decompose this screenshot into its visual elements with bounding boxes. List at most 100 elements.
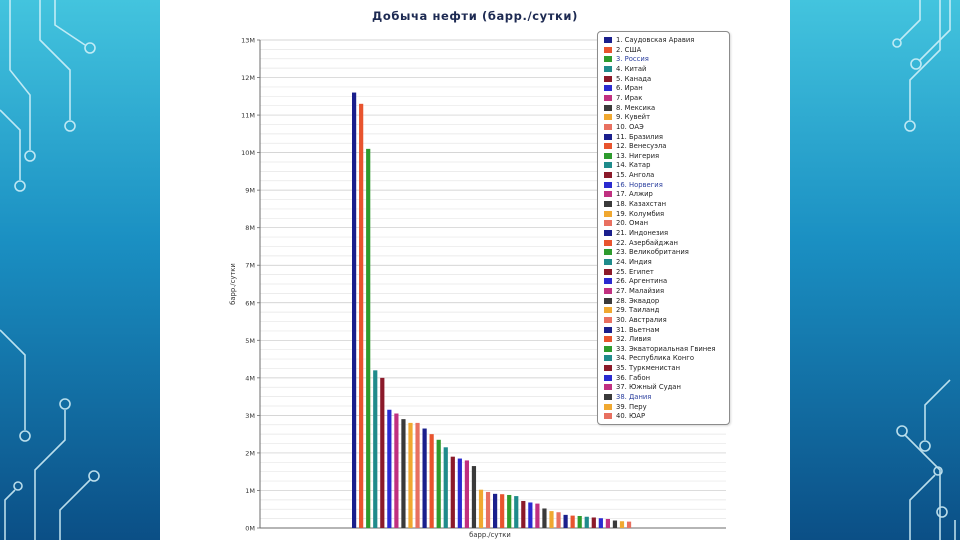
bar-20 [485,491,491,528]
legend-label: 17. Алжир [616,190,653,199]
legend-item: 30. Австралия [598,316,728,325]
legend-item: 6. Иран [598,84,728,93]
chart-title: Добыча нефти (барр./сутки) [372,9,578,23]
legend-label: 15. Ангола [616,171,655,180]
bar-27 [535,503,540,528]
legend-label: 26. Аргентина [616,277,668,286]
legend-label: 34. Республика Конго [616,354,694,363]
legend-item: 3. Россия [598,55,728,64]
legend-label: 13. Нигерия [616,151,660,160]
legend-swatch [604,210,612,217]
bar-19 [478,489,484,528]
legend-label: 9. Кувейт [616,113,651,122]
legend-item: 8. Мексика [598,104,728,113]
legend-swatch [604,384,612,391]
legend-label: 23. Великобритания [616,248,689,257]
legend-swatch [604,56,612,63]
bar-4 [373,370,378,528]
bar-17 [464,460,469,528]
legend-label: 14. Катар [616,161,651,170]
legend-swatch [604,365,612,372]
legend-label: 16. Норвегия [616,180,663,189]
legend-item: 38. Дания [598,393,728,402]
legend-label: 29. Таиланд [616,306,660,315]
y-tick-label: 3M [245,412,255,420]
y-tick-label: 13M [241,37,255,45]
legend-item: 28. Эквадор [598,297,728,306]
legend-swatch [604,345,612,352]
legend-swatch [604,37,612,43]
bar-37 [605,518,610,528]
circuit-decoration-left [0,0,100,540]
bar-29 [549,511,554,528]
legend-item: 24. Индия [598,258,728,267]
bar-39 [619,521,625,528]
legend-item: 5. Канада [598,75,728,84]
legend-item: 18. Казахстан [598,200,728,209]
bar-34 [584,516,589,528]
legend-item: 1. Саудовская Аравия [598,36,728,45]
legend-item: 33. Экваториальная Гвинея [598,345,728,354]
legend-item: 39. Перу [598,403,728,412]
legend-label: 3. Россия [616,55,649,64]
legend-item: 36. Габон [598,374,728,383]
left-decor-panel [0,0,160,540]
legend-label: 33. Экваториальная Гвинея [616,344,716,353]
chart-legend: 1. Саудовская Аравия 2. США 3. Россия 4. Ки… [597,31,730,425]
legend-label: 35. Туркменистан [616,364,681,373]
legend-label: 22. Азербайджан [616,238,678,247]
legend-swatch [604,355,612,362]
bar-7 [394,413,399,528]
bar-30 [556,512,561,528]
bar-11 [422,428,427,528]
legend-swatch [604,152,612,159]
legend-label: 28. Эквадор [616,296,660,305]
legend-swatch [604,326,612,333]
legend-item: 25. Египет [598,268,728,277]
legend-item: 7. Ирак [598,94,728,103]
legend-item: 35. Туркменистан [598,364,728,373]
legend-item: 27. Малайзия [598,287,728,296]
legend-label: 40. ЮАР [616,412,646,421]
legend-label: 4. Китай [616,64,647,73]
legend-swatch [604,268,612,275]
bar-16 [457,458,462,528]
legend-label: 21. Индонезия [616,229,669,237]
legend-swatch [604,181,612,188]
legend-label: 8. Мексика [616,103,656,112]
legend-swatch [604,336,612,343]
legend-label: 5. Канада [616,74,652,83]
bar-36 [598,518,603,528]
legend-item: 9. Кувейт [598,113,728,122]
legend-swatch [604,413,612,420]
legend-swatch [604,374,612,381]
bar-26 [528,502,533,528]
legend-swatch [604,249,612,256]
legend-swatch [604,143,612,150]
bar-12 [429,434,434,528]
bar-25 [521,500,526,528]
legend-item: 29. Таиланд [598,306,728,315]
bar-32 [570,515,575,528]
legend-label: 11. Бразилия [616,132,663,141]
legend-item: 10. ОАЭ [598,123,728,132]
y-tick-label: 4M [245,374,255,382]
legend-label: 7. Ирак [616,93,643,102]
legend-label: 12. Венесуэла [616,142,667,151]
legend-swatch [604,65,612,72]
bar-18 [471,466,477,528]
legend-swatch [604,75,612,82]
y-tick-label: 1M [245,487,255,495]
y-tick-label: 8M [245,224,255,232]
bar-22 [500,494,505,528]
legend-item: 37. Южный Судан [598,383,728,392]
legend-swatch [604,172,612,179]
legend-label: 2. США [616,45,642,54]
bar-38 [612,520,618,528]
legend-label: 1. Саудовская Аравия [616,36,695,44]
legend-swatch [604,85,612,92]
legend-label: 24. Индия [616,257,652,266]
legend-item: 31. Вьетнам [598,326,728,335]
bar-3 [366,148,371,528]
legend-swatch [604,278,612,285]
